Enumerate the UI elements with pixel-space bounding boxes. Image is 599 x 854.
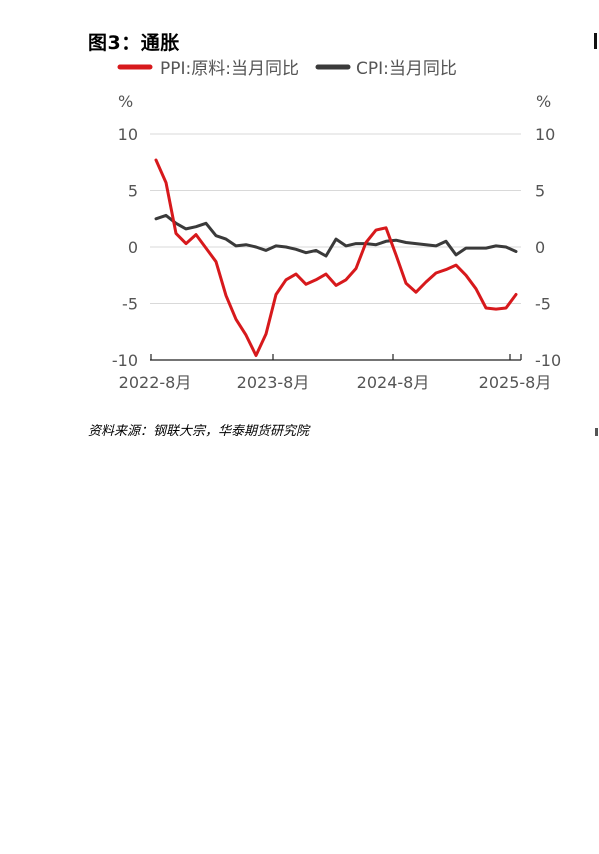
source-note: 资料来源：钢联大宗，华泰期货研究院 bbox=[88, 424, 310, 439]
legend-label: PPI:原料:当月同比 bbox=[160, 59, 299, 79]
adjacent-figure-edge-lower bbox=[595, 428, 598, 436]
y-tick-label-left: -5 bbox=[122, 295, 138, 314]
inflation-line-chart: PPI:原料:当月同比 CPI:当月同比 % % 10 5 0 -5 -10 10 5 0 -5… bbox=[112, 59, 561, 392]
x-tick-label: 2024-8月 bbox=[357, 373, 430, 392]
y-ticks-right: 10 5 0 -5 -10 bbox=[535, 125, 561, 370]
y-tick-label-left: 0 bbox=[128, 238, 138, 257]
y-ticks-left: 10 5 0 -5 -10 bbox=[112, 125, 138, 370]
x-tick-label: 2023-8月 bbox=[237, 373, 310, 392]
x-tick-label: 2022-8月 bbox=[119, 373, 192, 392]
y-tick-label-right: -5 bbox=[535, 295, 551, 314]
x-axis: 2022-8月 2023-8月 2024-8月 2025-8月 bbox=[119, 354, 552, 392]
series-lines bbox=[154, 158, 518, 357]
series-line-0 bbox=[154, 158, 518, 357]
y-tick-label-left: -10 bbox=[112, 351, 138, 370]
x-tick-label: 2025-8月 bbox=[479, 373, 552, 392]
y-tick-label-right: -10 bbox=[535, 351, 561, 370]
y-tick-label-left: 10 bbox=[118, 125, 138, 144]
chart-legend: PPI:原料:当月同比 CPI:当月同比 bbox=[117, 59, 457, 79]
figure-title: 图3：通胀 bbox=[88, 32, 180, 54]
y-tick-label-right: 5 bbox=[535, 182, 545, 201]
adjacent-figure-edge bbox=[594, 33, 597, 49]
legend-label: CPI:当月同比 bbox=[356, 59, 457, 79]
y-axis-label-left: % bbox=[118, 92, 133, 111]
y-tick-label-right: 0 bbox=[535, 238, 545, 257]
series-line-1 bbox=[154, 213, 518, 258]
y-axis-label-right: % bbox=[536, 92, 551, 111]
grid-lines bbox=[150, 133, 521, 304]
y-tick-label-right: 10 bbox=[535, 125, 555, 144]
y-tick-label-left: 5 bbox=[128, 182, 138, 201]
